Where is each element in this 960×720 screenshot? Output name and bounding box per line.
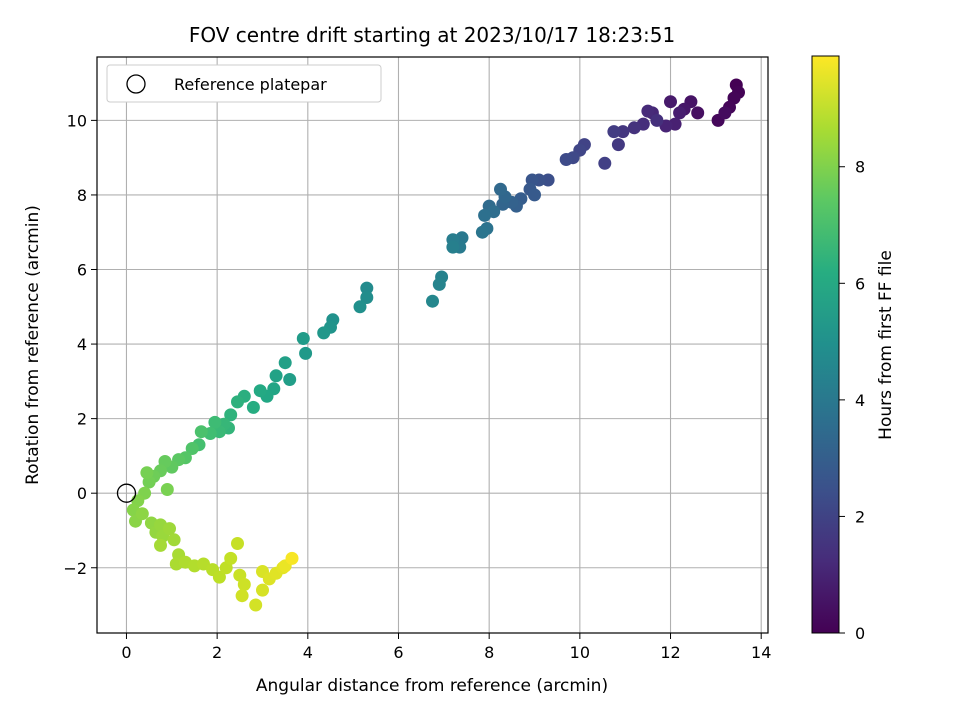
data-point: [598, 156, 612, 170]
data-point: [541, 173, 555, 187]
data-point: [353, 300, 367, 314]
data-point: [641, 104, 655, 118]
data-point: [231, 537, 244, 550]
grid: [97, 57, 768, 633]
data-point: [278, 356, 292, 370]
y-tick-label: 10: [67, 111, 87, 130]
data-point: [559, 153, 573, 166]
colorbar-tick-label: 2: [855, 507, 865, 526]
data-point: [528, 188, 541, 202]
x-tick-label: 12: [660, 643, 680, 662]
data-point: [607, 125, 621, 139]
data-point: [140, 466, 154, 480]
data-point: [269, 369, 283, 383]
y-tick-label: 2: [77, 410, 87, 429]
data-point: [194, 425, 208, 439]
data-point: [212, 570, 226, 584]
data-point: [494, 182, 507, 196]
data-point: [616, 125, 630, 139]
x-tick-label: 2: [212, 643, 222, 662]
x-tick-label: 8: [484, 643, 494, 662]
legend: Reference platepar: [106, 64, 382, 103]
data-point: [664, 95, 677, 109]
data-point: [167, 533, 181, 547]
data-point: [154, 538, 167, 552]
x-tick-label: 6: [393, 643, 403, 662]
colorbar-tick-label: 4: [855, 391, 865, 410]
x-tick-label: 0: [121, 643, 131, 662]
colorbar-label: Hours from first FF file: [876, 250, 896, 440]
data-point: [296, 332, 310, 345]
y-axis-ticks: −2 0 2 4 6 8 10: [63, 111, 97, 578]
x-axis-ticks: 0 2 4 6 8 10 12 14: [121, 633, 771, 662]
data-points: [126, 78, 745, 612]
data-point: [163, 522, 176, 536]
x-axis-label: Angular distance from reference (arcmin): [256, 676, 608, 696]
legend-box: [106, 64, 382, 103]
data-point: [426, 294, 439, 308]
y-axis-label: Rotation from reference (arcmin): [23, 205, 43, 485]
legend-label: Reference platepar: [174, 75, 327, 94]
chart-title: FOV centre drift starting at 2023/10/17 …: [189, 23, 675, 47]
data-point: [611, 138, 625, 152]
data-point: [360, 281, 374, 295]
data-point: [208, 415, 222, 429]
data-point: [673, 106, 687, 120]
data-point: [718, 106, 732, 120]
colorbar-tick-label: 6: [855, 274, 865, 293]
x-tick-label: 4: [303, 643, 313, 662]
y-tick-label: 0: [77, 484, 87, 503]
data-point: [691, 106, 705, 120]
data-point: [224, 408, 238, 422]
data-point: [299, 346, 313, 360]
plot-frame: [96, 56, 769, 634]
y-tick-label: −2: [63, 559, 87, 578]
reference-marker: [116, 483, 137, 503]
data-point: [432, 277, 446, 291]
data-point: [285, 551, 299, 565]
data-point: [235, 589, 249, 603]
data-point: [135, 507, 149, 521]
data-point: [446, 240, 460, 254]
legend-marker-icon: [126, 74, 146, 94]
colorbar-tick-label: 0: [855, 624, 865, 643]
data-point: [478, 208, 492, 222]
data-point: [185, 442, 199, 455]
data-point: [627, 121, 641, 135]
data-point: [231, 395, 244, 409]
x-tick-label: 10: [570, 643, 590, 662]
colorbar-ticks: 0 2 4 6 8: [839, 158, 865, 643]
data-point: [256, 583, 269, 597]
y-tick-label: 4: [77, 335, 87, 354]
data-point: [317, 326, 331, 340]
data-point: [360, 291, 374, 304]
data-point: [475, 225, 489, 239]
y-tick-label: 8: [77, 186, 87, 205]
data-point: [237, 578, 251, 591]
data-point: [246, 400, 260, 414]
colorbar-gradient: [811, 55, 840, 634]
x-tick-label: 14: [751, 643, 771, 662]
data-point: [283, 373, 297, 386]
y-tick-label: 6: [77, 261, 87, 280]
reference-layer: [116, 483, 137, 503]
data-point: [253, 384, 267, 398]
data-point: [224, 551, 238, 565]
colorbar-tick-label: 8: [855, 158, 865, 177]
data-point: [160, 483, 174, 496]
colorbar: 0 2 4 6 8 Hours from first FF file: [811, 55, 896, 643]
data-point: [249, 598, 263, 612]
data-point: [650, 113, 664, 127]
